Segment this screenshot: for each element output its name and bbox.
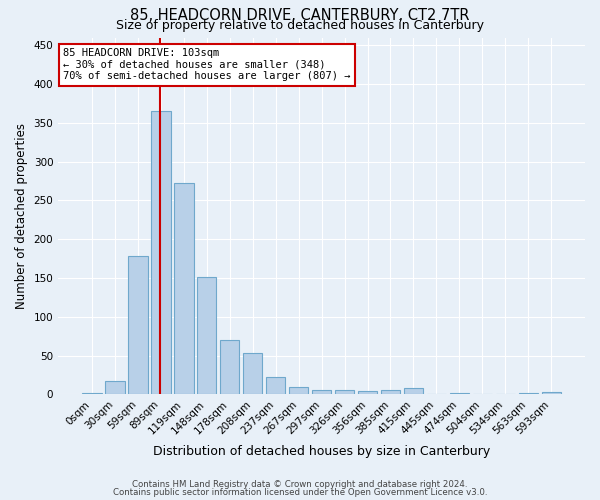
Text: 85, HEADCORN DRIVE, CANTERBURY, CT2 7TR: 85, HEADCORN DRIVE, CANTERBURY, CT2 7TR [130,8,470,22]
Bar [381,390,400,394]
Text: Contains HM Land Registry data © Crown copyright and database right 2024.: Contains HM Land Registry data © Crown c… [132,480,468,489]
Bar [312,390,331,394]
Bar [243,352,262,395]
Text: Size of property relative to detached houses in Canterbury: Size of property relative to detached ho… [116,18,484,32]
Bar [266,376,286,394]
Bar [335,390,355,394]
Bar [518,393,538,394]
Y-axis label: Number of detached properties: Number of detached properties [15,123,28,309]
Text: Contains public sector information licensed under the Open Government Licence v3: Contains public sector information licen… [113,488,487,497]
Bar [105,382,125,394]
Bar [174,184,194,394]
Bar [449,393,469,394]
Bar [151,111,170,395]
X-axis label: Distribution of detached houses by size in Canterbury: Distribution of detached houses by size … [153,444,490,458]
Bar [404,388,423,394]
Text: 85 HEADCORN DRIVE: 103sqm
← 30% of detached houses are smaller (348)
70% of semi: 85 HEADCORN DRIVE: 103sqm ← 30% of detac… [64,48,351,82]
Bar [358,390,377,394]
Bar [128,256,148,394]
Bar [82,393,101,394]
Bar [220,340,239,394]
Bar [542,392,561,394]
Bar [289,388,308,394]
Bar [197,278,217,394]
